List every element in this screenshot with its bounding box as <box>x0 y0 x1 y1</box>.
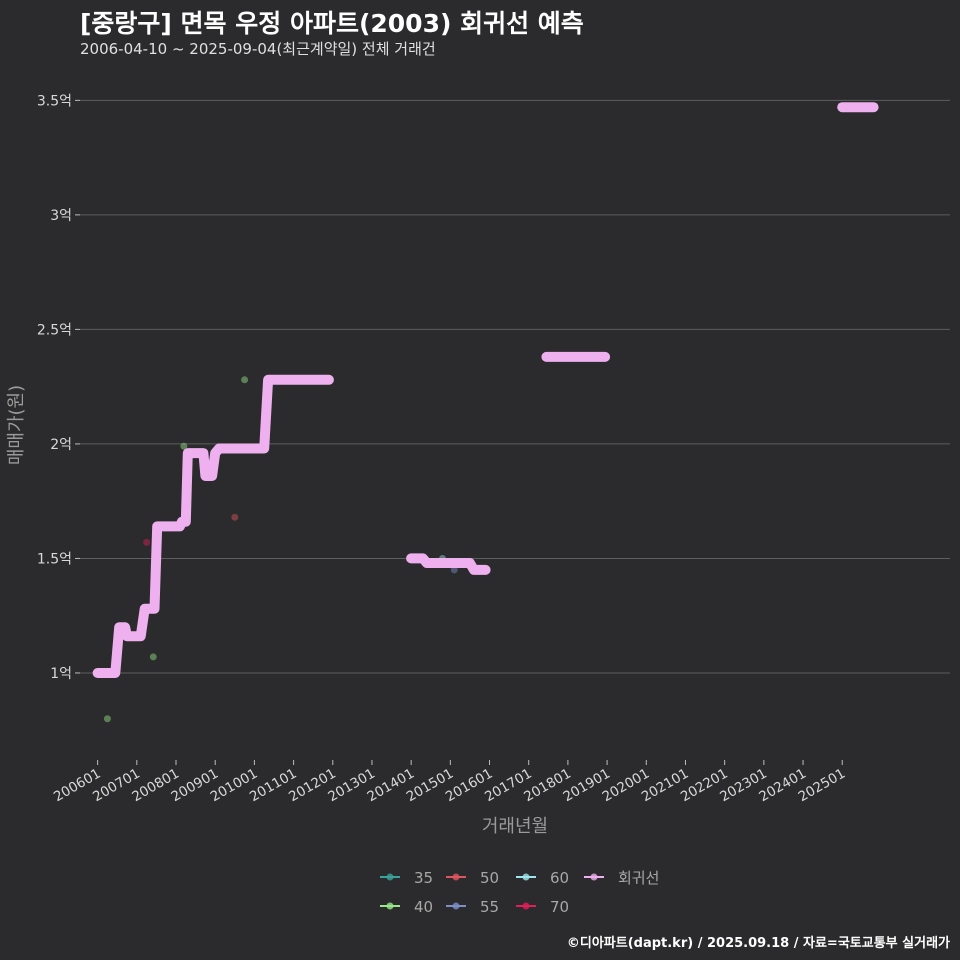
y-tick-label-4: 3억 <box>50 208 72 224</box>
legend-item-1: 50 <box>446 869 499 887</box>
legend-item-4: 40 <box>380 898 433 916</box>
data-point-40-0 <box>103 715 111 723</box>
regression-segment-0 <box>92 374 334 678</box>
y-axis-label: 매매가(원) <box>6 385 27 465</box>
grid-lines <box>80 99 950 674</box>
y-tick-label-0: 1억 <box>50 666 72 682</box>
y-axis-ticks: 1억 1.5억 2억 2.5억 3억 3.5억 <box>37 93 80 682</box>
legend-item-3: 회귀선 <box>584 869 659 887</box>
legend-key-point-2 <box>522 873 530 881</box>
legend-key-point-5 <box>452 902 460 910</box>
regression-line <box>92 102 879 678</box>
legend-label-1: 50 <box>480 869 499 887</box>
legend-label-4: 40 <box>414 898 433 916</box>
legend-key-point-6 <box>522 902 530 910</box>
legend: 35 50 60 회귀선 40 55 70 <box>380 869 659 916</box>
legend-item-2: 60 <box>516 869 569 887</box>
legend-label-5: 55 <box>480 898 499 916</box>
legend-key-point-1 <box>452 873 460 881</box>
data-point-40-2 <box>180 442 188 450</box>
legend-label-3: 회귀선 <box>618 869 659 887</box>
data-point-70-0 <box>143 538 151 546</box>
y-tick-label-5: 3.5억 <box>37 93 72 109</box>
y-tick-label-3: 2.5억 <box>37 322 72 338</box>
y-tick-label-1: 1.5억 <box>37 551 72 567</box>
legend-item-0: 35 <box>380 869 433 887</box>
legend-label-2: 60 <box>550 869 569 887</box>
legend-item-6: 70 <box>516 898 569 916</box>
legend-key-point-3 <box>590 873 598 881</box>
y-tick-label-2: 2억 <box>50 437 72 453</box>
legend-item-5: 55 <box>446 898 499 916</box>
legend-label-0: 35 <box>414 869 433 887</box>
data-point-40-3 <box>241 376 249 384</box>
chart-subtitle: 2006-04-10 ~ 2025-09-04(최근계약일) 전체 거래건 <box>80 40 436 58</box>
data-point-50-0 <box>231 513 239 521</box>
x-axis-label: 거래년월 <box>482 816 548 837</box>
data-point-40-1 <box>149 653 157 661</box>
x-axis-ticks: 2006012007012008012009012010012011012012… <box>51 760 848 805</box>
legend-key-point-4 <box>386 902 394 910</box>
regression-segment-1 <box>406 553 491 575</box>
legend-key-point-0 <box>386 873 394 881</box>
chart-title: [중랑구] 면목 우정 아파트(2003) 회귀선 예측 <box>80 9 584 38</box>
footer-credit: ©디아파트(dapt.kr) / 2025.09.18 / 자료=국토교통부 실… <box>566 936 950 951</box>
legend-label-6: 70 <box>550 898 569 916</box>
data-point-55-0 <box>450 566 458 574</box>
